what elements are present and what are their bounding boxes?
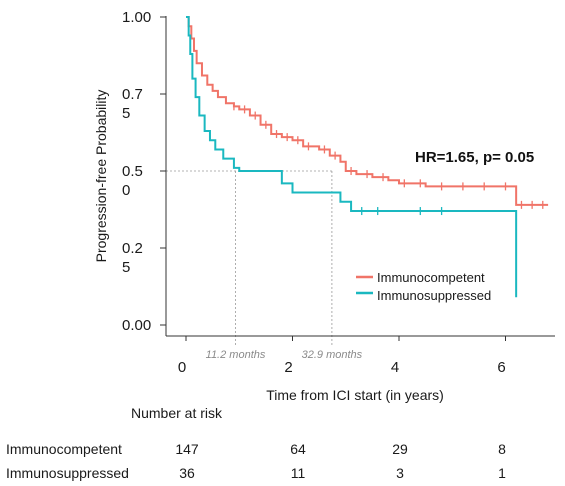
median-label: 11.2 months bbox=[206, 349, 266, 361]
y-tick-label: 0.5 bbox=[122, 163, 143, 180]
y-tick-label: 0.00 bbox=[122, 317, 151, 334]
risk-cell: 8 bbox=[498, 441, 506, 457]
risk-cell: 147 bbox=[175, 441, 199, 457]
y-tick-label-wrap: 0 bbox=[122, 182, 130, 199]
chart-legend: Immunocompetent Immunosuppressed bbox=[356, 270, 491, 303]
risk-cell: 64 bbox=[290, 441, 306, 457]
y-tick-label: 0.7 bbox=[122, 86, 143, 103]
risk-cell: 3 bbox=[396, 465, 404, 481]
median-labels: 11.2 months 32.9 months bbox=[206, 349, 363, 361]
x-tick-label: 2 bbox=[284, 359, 292, 376]
y-tick-label-wrap: 5 bbox=[122, 259, 130, 276]
risk-row-label: Immunocompetent bbox=[6, 441, 122, 457]
risk-cell: 1 bbox=[498, 465, 506, 481]
x-tick-label: 4 bbox=[391, 359, 399, 376]
risk-cell: 11 bbox=[291, 465, 306, 481]
median-reference-lines bbox=[166, 170, 333, 345]
risk-cell: 36 bbox=[179, 465, 195, 481]
y-tick-label: 1.00 bbox=[122, 9, 151, 26]
risk-row-label: Immunosuppressed bbox=[6, 465, 129, 481]
x-tick-label: 0 bbox=[178, 359, 186, 376]
y-tick-label-wrap: 5 bbox=[122, 105, 130, 122]
median-label: 32.9 months bbox=[302, 349, 363, 361]
risk-cell: 29 bbox=[392, 441, 408, 457]
x-axis-title: Time from ICI start (in years) bbox=[266, 387, 444, 403]
y-tick-labels: 1.00 0.7 5 0.5 0 0.2 5 0.00 bbox=[122, 9, 166, 334]
legend-label-immunocompetent: Immunocompetent bbox=[377, 270, 485, 285]
survival-curve-0 bbox=[186, 16, 549, 206]
number-at-risk-table: Number at risk Immunocompetent Immunosup… bbox=[6, 405, 506, 481]
legend-label-immunosuppressed: Immunosuppressed bbox=[377, 288, 491, 303]
y-tick-label: 0.2 bbox=[122, 240, 143, 257]
x-tick-labels: 0 2 4 6 bbox=[178, 336, 506, 376]
y-axis-title: Progression-free Probability bbox=[93, 90, 109, 263]
survival-curve-1 bbox=[186, 16, 518, 298]
x-tick-label: 6 bbox=[497, 359, 505, 376]
chart-axes bbox=[165, 16, 555, 337]
hazard-ratio-annotation: HR=1.65, p= 0.05 bbox=[415, 149, 534, 166]
survival-curves bbox=[186, 16, 549, 298]
risk-table-title: Number at risk bbox=[131, 405, 223, 421]
